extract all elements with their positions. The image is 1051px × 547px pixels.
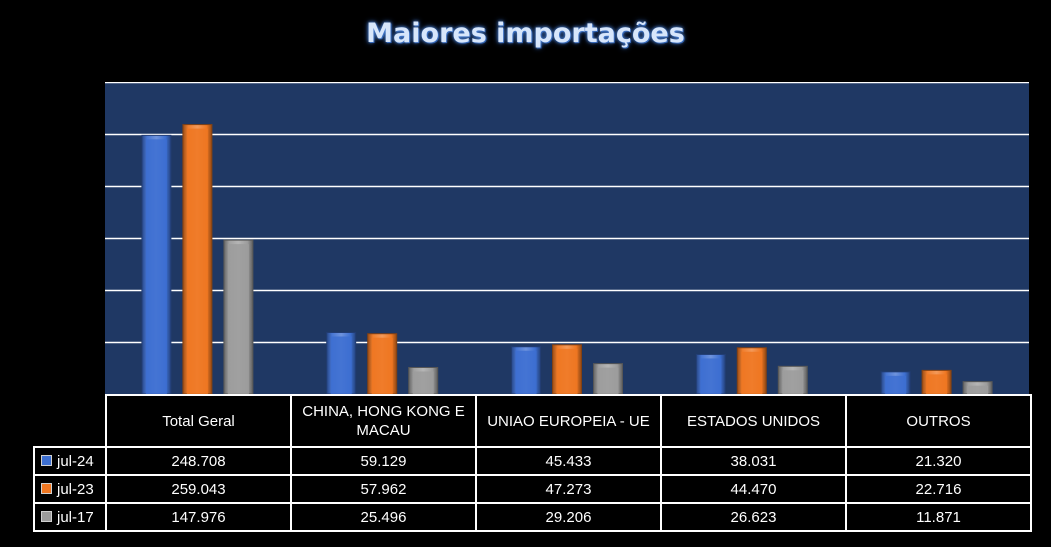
data-label: 45.433 bbox=[475, 446, 662, 476]
data-label: 11.871 bbox=[845, 502, 1032, 532]
legend-entry: jul-24 bbox=[33, 446, 107, 476]
series-row-jul-23: jul-23 259.043 57.962 47.273 44.470 22.716 bbox=[33, 474, 1032, 504]
category-label: ESTADOS UNIDOS bbox=[660, 394, 847, 448]
bar-jul-23-0 bbox=[182, 124, 213, 394]
bar-jul-24-2 bbox=[511, 346, 541, 394]
bar-jul-24-0 bbox=[141, 134, 172, 394]
bar-jul-17-2 bbox=[593, 363, 623, 394]
series-name: jul-23 bbox=[57, 480, 94, 498]
table-corner bbox=[34, 395, 106, 447]
bar-jul-24-1 bbox=[326, 332, 357, 394]
bar-jul-17-0 bbox=[223, 239, 254, 394]
data-label: 22.716 bbox=[845, 474, 1032, 504]
bar-jul-24-4 bbox=[880, 371, 911, 394]
bar-jul-23-3 bbox=[736, 347, 767, 394]
data-table: Total Geral CHINA, HONG KONG E MACAU UNIAO … bbox=[33, 394, 1032, 532]
category-label: OUTROS bbox=[845, 394, 1032, 448]
data-label: 57.962 bbox=[290, 474, 477, 504]
series-row-jul-17: jul-17 147.976 25.496 29.206 26.623 11.871 bbox=[33, 502, 1032, 532]
bar-jul-24-3 bbox=[695, 353, 726, 394]
bar-jul-17-4 bbox=[962, 381, 993, 394]
data-label: 26.623 bbox=[660, 502, 847, 532]
series-row-jul-24: jul-24 248.708 59.129 45.433 38.031 21.320 bbox=[33, 446, 1032, 476]
series-name: jul-17 bbox=[57, 508, 94, 526]
data-label: 59.129 bbox=[290, 446, 477, 476]
legend-key-icon bbox=[41, 483, 52, 495]
data-label: 47.273 bbox=[475, 474, 662, 504]
series-name: jul-24 bbox=[57, 452, 94, 470]
category-header-row: Total Geral CHINA, HONG KONG E MACAU UNIAO … bbox=[34, 394, 1032, 448]
legend-key-icon bbox=[41, 511, 52, 523]
data-label: 29.206 bbox=[475, 502, 662, 532]
data-label: 248.708 bbox=[105, 446, 292, 476]
data-label: 259.043 bbox=[105, 474, 292, 504]
legend-entry: jul-23 bbox=[33, 474, 107, 504]
plot-area bbox=[105, 82, 1029, 394]
bar-jul-23-4 bbox=[921, 369, 952, 394]
legend-entry: jul-17 bbox=[33, 502, 107, 532]
chart-title: Maiores importações bbox=[366, 18, 685, 49]
bar-jul-23-2 bbox=[552, 344, 582, 394]
data-label: 25.496 bbox=[290, 502, 477, 532]
category-label: Total Geral bbox=[105, 394, 292, 448]
data-label: 21.320 bbox=[845, 446, 1032, 476]
data-label: 44.470 bbox=[660, 474, 847, 504]
data-label: 147.976 bbox=[105, 502, 292, 532]
category-label: UNIAO EUROPEIA - UE bbox=[475, 394, 662, 448]
bar-jul-17-1 bbox=[408, 366, 439, 394]
bar-jul-23-1 bbox=[367, 333, 398, 394]
legend-key-icon bbox=[41, 455, 52, 467]
data-label: 38.031 bbox=[660, 446, 847, 476]
bar-jul-17-3 bbox=[777, 365, 808, 394]
category-label: CHINA, HONG KONG E MACAU bbox=[290, 394, 477, 448]
